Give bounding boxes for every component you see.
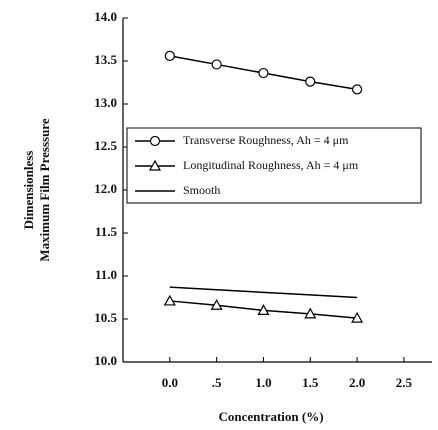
x-tick-label: 0.0 — [162, 375, 178, 390]
legend-label: Smooth — [183, 183, 220, 197]
x-tick-label: 2.0 — [349, 375, 365, 390]
y-tick-label: 10.0 — [94, 353, 117, 368]
y-tick-label: 10.5 — [94, 310, 117, 325]
marker — [163, 294, 176, 306]
y-tick-label: 14.0 — [94, 9, 117, 24]
marker — [148, 159, 162, 171]
marker — [351, 84, 363, 95]
y-tick-label: 11.0 — [95, 267, 117, 282]
y-tick-label: 12.0 — [94, 181, 117, 196]
series-line — [169, 286, 358, 299]
marker — [257, 304, 270, 315]
x-tick-label: .5 — [212, 375, 222, 390]
y-tick-label: 11.5 — [95, 224, 118, 239]
x-axis-label: Concentration (%) — [218, 409, 323, 424]
legend-box — [126, 127, 422, 204]
y-tick-label: 13.5 — [94, 52, 117, 67]
x-tick-label: 1.5 — [302, 375, 319, 390]
marker — [258, 67, 269, 79]
legend-label: Longitudinal Roughness, Ah = 4 μm — [183, 158, 359, 172]
marker — [304, 307, 317, 319]
y-tick-label: 13.0 — [94, 95, 117, 110]
marker — [211, 59, 222, 70]
y-tick-label: 12.5 — [94, 138, 117, 153]
marker — [149, 135, 161, 147]
x-tick-label: 1.0 — [255, 375, 271, 390]
marker — [210, 299, 223, 310]
marker — [351, 311, 364, 323]
marker — [305, 76, 316, 87]
x-tick-label: 2.5 — [396, 375, 413, 390]
legend-label: Transverse Roughness, Ah = 4 μm — [183, 133, 349, 147]
y-axis-label: Dimensionless — [21, 151, 36, 230]
y-axis-label: Maximum Film Presssure — [37, 118, 52, 261]
marker — [164, 50, 175, 61]
